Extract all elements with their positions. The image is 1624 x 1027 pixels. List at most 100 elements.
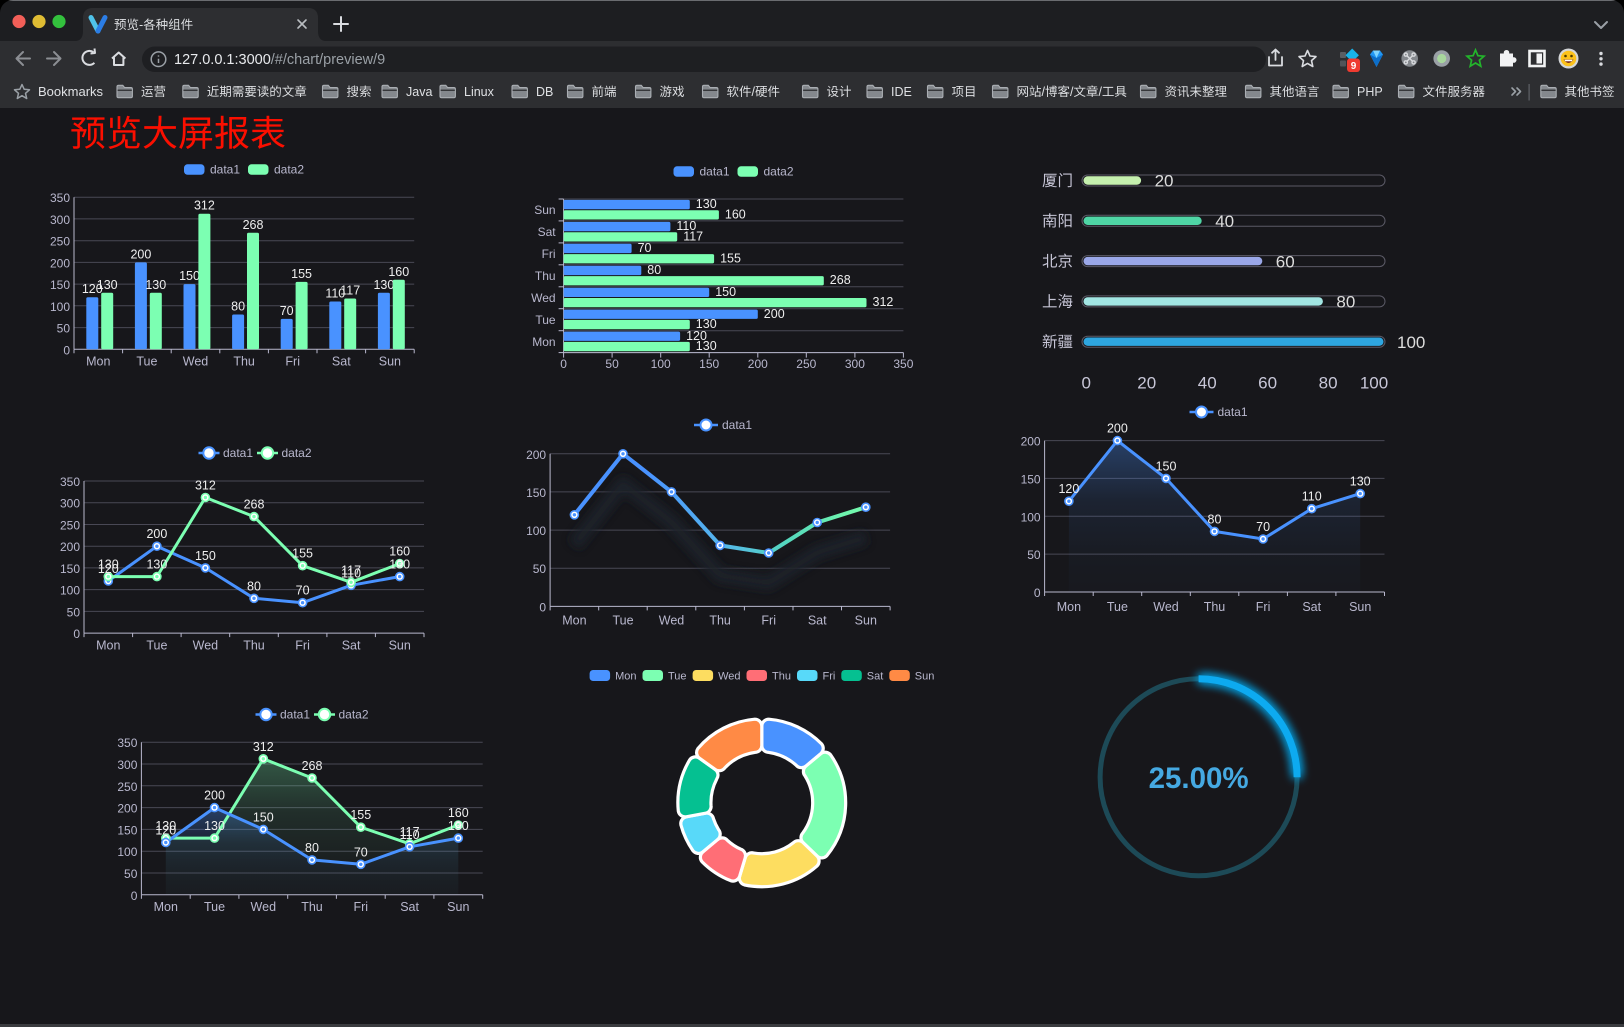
svg-text:150: 150	[117, 823, 137, 837]
svg-text:0: 0	[63, 343, 70, 357]
svg-text:200: 200	[50, 256, 70, 270]
svg-text:Wed: Wed	[718, 671, 740, 683]
svg-text:IDE: IDE	[891, 85, 912, 99]
svg-text:130: 130	[204, 819, 225, 833]
svg-text:0: 0	[560, 357, 567, 371]
svg-text:200: 200	[117, 802, 137, 816]
svg-text:0: 0	[539, 600, 546, 614]
svg-text:130: 130	[155, 819, 176, 833]
svg-text:/: /	[1042, 85, 1046, 99]
svg-text:200: 200	[748, 357, 768, 371]
svg-text:200: 200	[60, 540, 80, 554]
svg-text:25.00%: 25.00%	[1149, 762, 1249, 795]
svg-text:50: 50	[124, 867, 138, 881]
svg-text:9: 9	[1351, 61, 1357, 72]
svg-text:150: 150	[1156, 459, 1177, 473]
svg-text:110: 110	[400, 828, 420, 842]
svg-text:160: 160	[388, 265, 409, 279]
svg-text:Sat: Sat	[538, 225, 557, 239]
svg-text:Sat: Sat	[342, 639, 361, 653]
svg-text:Sat: Sat	[867, 671, 884, 683]
svg-text:120: 120	[1058, 482, 1079, 496]
svg-text:100: 100	[526, 524, 546, 538]
svg-text:0: 0	[131, 889, 138, 903]
svg-text:data1: data1	[210, 163, 240, 177]
svg-text:Linux: Linux	[464, 85, 495, 99]
svg-text:350: 350	[893, 357, 913, 371]
svg-text:Thu: Thu	[243, 639, 265, 653]
svg-text:312: 312	[253, 740, 274, 754]
svg-text:250: 250	[60, 519, 80, 533]
svg-text:312: 312	[195, 479, 216, 493]
svg-text:155: 155	[291, 267, 312, 281]
svg-text:data2: data2	[339, 708, 369, 722]
svg-text:120: 120	[98, 562, 119, 576]
svg-text:70: 70	[280, 304, 294, 318]
svg-text:80: 80	[1208, 512, 1222, 526]
svg-text:117: 117	[340, 284, 360, 298]
svg-text:50: 50	[533, 562, 547, 576]
svg-text:Wed: Wed	[251, 900, 277, 914]
svg-text:150: 150	[195, 549, 216, 563]
svg-text:/: /	[1099, 85, 1103, 99]
svg-text:100: 100	[1397, 333, 1425, 352]
svg-text:Fri: Fri	[295, 639, 310, 653]
svg-text:Wed: Wed	[659, 614, 685, 628]
svg-text:160: 160	[389, 545, 410, 559]
svg-text:-: -	[139, 18, 143, 32]
svg-text:268: 268	[830, 273, 851, 287]
svg-text:Tue: Tue	[204, 900, 225, 914]
svg-text:200: 200	[146, 527, 167, 541]
svg-text:155: 155	[720, 251, 741, 265]
svg-text:130: 130	[97, 278, 118, 292]
svg-text:PHP: PHP	[1357, 85, 1383, 99]
svg-text:/: /	[1070, 85, 1074, 99]
svg-text:160: 160	[448, 806, 469, 820]
svg-text:Sun: Sun	[1349, 600, 1371, 614]
svg-text:Thu: Thu	[301, 900, 323, 914]
svg-text:Wed: Wed	[193, 639, 219, 653]
svg-text:50: 50	[67, 605, 81, 619]
svg-text:200: 200	[1021, 435, 1041, 449]
svg-text:110: 110	[676, 219, 696, 233]
svg-text:350: 350	[117, 736, 137, 750]
svg-text:Tue: Tue	[668, 671, 687, 683]
svg-text:268: 268	[243, 218, 264, 232]
svg-text:80: 80	[231, 300, 245, 314]
svg-text:250: 250	[117, 780, 137, 794]
svg-text:350: 350	[50, 191, 70, 205]
svg-text:80: 80	[1336, 293, 1355, 312]
svg-text:100: 100	[1360, 374, 1388, 393]
svg-text:300: 300	[50, 213, 70, 227]
svg-text:20: 20	[1137, 374, 1156, 393]
svg-text:130: 130	[373, 278, 394, 292]
svg-text:Tue: Tue	[146, 639, 167, 653]
svg-text:80: 80	[1319, 374, 1338, 393]
svg-text:Fri: Fri	[354, 900, 369, 914]
svg-text:Java: Java	[406, 85, 432, 99]
svg-text:130: 130	[146, 558, 167, 572]
svg-text:150: 150	[715, 285, 736, 299]
svg-text:120: 120	[155, 824, 176, 838]
svg-text:Mon: Mon	[1057, 600, 1081, 614]
svg-text:150: 150	[526, 486, 546, 500]
svg-text:70: 70	[296, 584, 310, 598]
svg-text:Thu: Thu	[772, 671, 791, 683]
svg-text:Bookmarks: Bookmarks	[38, 84, 104, 99]
svg-text:300: 300	[60, 497, 80, 511]
svg-text:data2: data2	[764, 165, 794, 179]
svg-text:DB: DB	[536, 85, 553, 99]
svg-text:312: 312	[873, 295, 894, 309]
svg-text:0: 0	[1081, 374, 1090, 393]
svg-text:200: 200	[130, 247, 151, 261]
svg-text:117: 117	[400, 825, 420, 839]
svg-text:Fri: Fri	[823, 671, 836, 683]
svg-text:Sun: Sun	[534, 203, 555, 217]
svg-text:data2: data2	[274, 163, 304, 177]
svg-text:Thu: Thu	[709, 614, 731, 628]
svg-text:Sun: Sun	[855, 614, 877, 628]
svg-text:/: /	[752, 85, 756, 99]
svg-text:Sat: Sat	[332, 355, 351, 369]
svg-text:200: 200	[764, 307, 785, 321]
svg-text:Thu: Thu	[1204, 600, 1226, 614]
